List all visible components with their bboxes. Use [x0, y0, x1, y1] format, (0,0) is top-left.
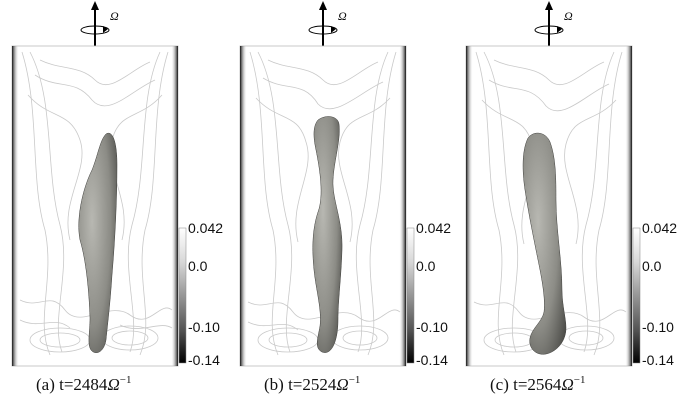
colorbar-zero-label: 0.0: [416, 258, 436, 274]
colorbar-zero-label: 0.0: [188, 258, 208, 274]
colorbar-min-label: -0.14: [416, 352, 448, 368]
panel-c: [465, 1, 633, 367]
caption-text: (b) t=2524: [264, 375, 337, 394]
caption-c: (c) t=2564Ω−1: [490, 374, 585, 395]
colorbar-mid-label: -0.10: [416, 319, 448, 335]
right-wall: [399, 46, 406, 366]
rotation-axis-arrow: [308, 1, 338, 46]
colorbar-b: [406, 227, 415, 364]
caption-exponent: −1: [573, 374, 586, 386]
caption-omega: Ω: [561, 375, 574, 394]
caption-omega: Ω: [107, 375, 120, 394]
caption-text: (c) t=2564: [490, 375, 562, 394]
caption-text: (a) t=2484: [36, 375, 108, 394]
colorbar-a: [178, 227, 187, 364]
left-wall: [240, 46, 247, 366]
colorbar-max-label: 0.042: [642, 220, 678, 236]
caption-a: (a) t=2484Ω−1: [36, 374, 131, 395]
right-wall: [625, 46, 632, 366]
caption-exponent: −1: [348, 374, 361, 386]
colorbar-zero-label: 0.0: [642, 258, 662, 274]
panel-b: [239, 1, 407, 367]
omega-label-c: Ω: [564, 9, 573, 23]
vortex-core: [78, 132, 118, 353]
rotation-axis-arrow: [80, 1, 110, 46]
right-wall: [171, 46, 178, 366]
vortex-core: [522, 132, 567, 355]
caption-exponent: −1: [119, 374, 132, 386]
omega-label-a: Ω: [110, 9, 119, 23]
colorbar-min-label: -0.14: [188, 352, 220, 368]
omega-label-b: Ω: [338, 9, 347, 23]
colorbar-max-label: 0.042: [188, 220, 224, 236]
left-wall: [12, 46, 19, 366]
caption-b: (b) t=2524Ω−1: [264, 374, 360, 395]
rotation-axis-arrow: [534, 1, 564, 46]
colorbar-max-label: 0.042: [416, 220, 452, 236]
caption-omega: Ω: [336, 375, 349, 394]
colorbar-mid-label: -0.10: [188, 319, 220, 335]
panel-a: [11, 1, 179, 367]
colorbar-min-label: -0.14: [642, 352, 674, 368]
vortex-core: [312, 116, 343, 353]
colorbar-mid-label: -0.10: [642, 319, 674, 335]
left-wall: [466, 46, 473, 366]
container-contours: [11, 45, 179, 367]
colorbar-c: [632, 227, 641, 364]
